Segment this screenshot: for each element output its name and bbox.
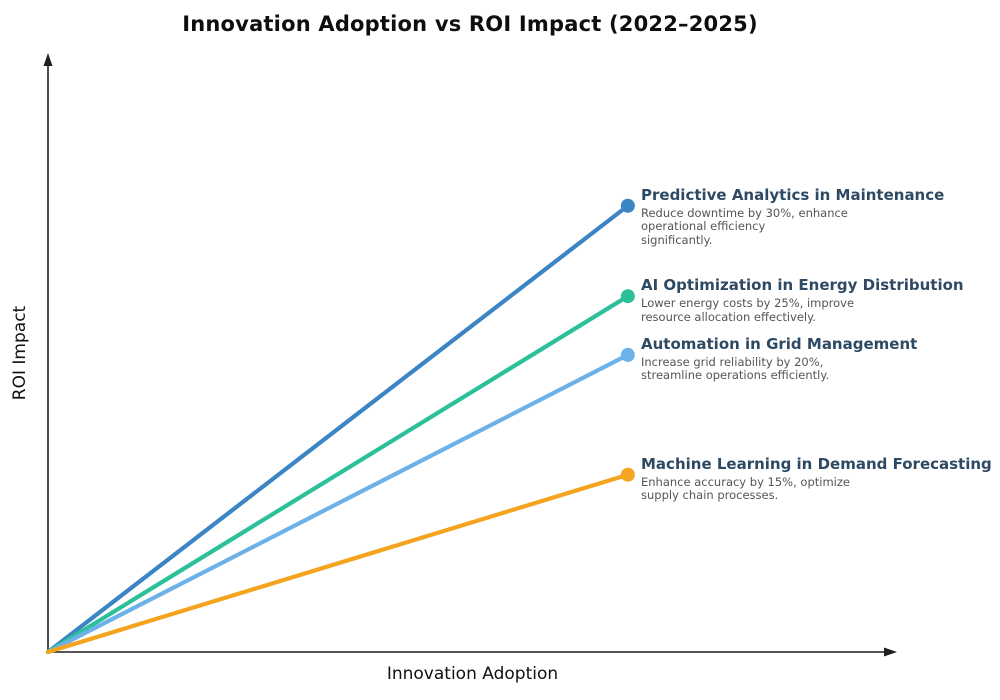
annotation-title: Machine Learning in Demand Forecasting <box>641 454 992 473</box>
series-endpoint-dot-3 <box>620 467 635 482</box>
annotation-desc-line: Reduce downtime by 30%, enhance <box>641 205 848 220</box>
y-axis-label: ROI Impact <box>10 305 30 401</box>
x-axis-label: Innovation Adoption <box>386 664 559 684</box>
annotation-desc-line: Lower energy costs by 25%, improve <box>641 296 855 311</box>
chart-title: Innovation Adoption vs ROI Impact (2022–… <box>182 12 758 36</box>
annotation-predictive-analytics: Predictive Analytics in Maintenance Redu… <box>641 185 986 247</box>
annotation-desc-line: significantly. <box>641 232 713 247</box>
annotation-desc-line: operational efficiency <box>641 219 766 234</box>
y-axis-arrowhead <box>43 53 53 66</box>
series-endpoint-dot-1 <box>620 289 635 304</box>
annotation-automation-grid: Automation in Grid Management Increase g… <box>641 334 986 383</box>
annotation-desc-line: Enhance accuracy by 15%, optimize <box>641 474 850 489</box>
series-line-2 <box>45 352 630 655</box>
annotation-desc-line: resource allocation effectively. <box>641 309 816 324</box>
x-axis-arrowhead <box>884 647 897 657</box>
series-endpoint-dot-0 <box>620 198 635 213</box>
annotation-desc-line: supply chain processes. <box>641 488 779 503</box>
annotation-title: Predictive Analytics in Maintenance <box>641 185 945 204</box>
annotation-title: AI Optimization in Energy Distribution <box>641 276 964 295</box>
series-endpoint-dot-2 <box>620 347 635 362</box>
annotation-desc-line: streamline operations efficiently. <box>641 368 830 383</box>
series-line-1 <box>45 294 630 655</box>
annotation-title: Automation in Grid Management <box>641 334 918 353</box>
series-line-3 <box>45 472 630 655</box>
annotation-desc-line: Increase grid reliability by 20%, <box>641 354 824 369</box>
annotation-machine-learning: Machine Learning in Demand Forecasting E… <box>641 454 992 503</box>
annotation-ai-optimization: AI Optimization in Energy Distribution L… <box>641 277 986 324</box>
series-line-0 <box>45 203 630 655</box>
